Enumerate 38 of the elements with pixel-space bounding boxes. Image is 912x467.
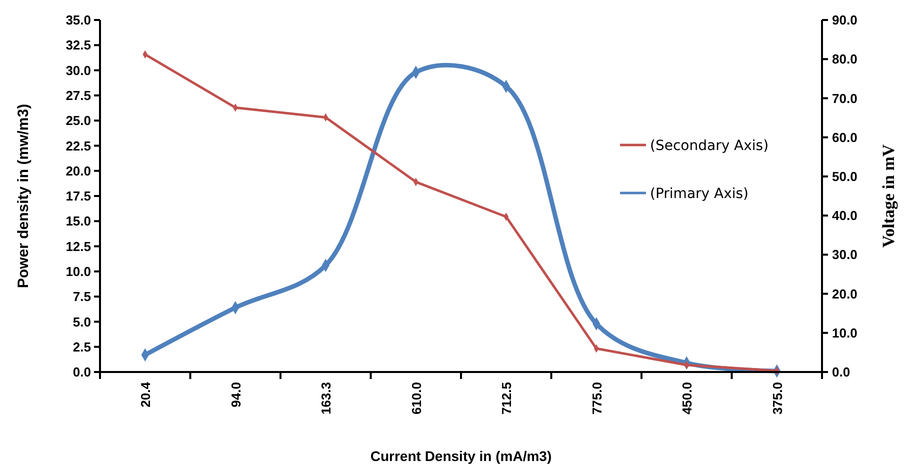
x-tick-label: 20.4 [138,381,154,408]
y-tick-label: 17.5 [66,188,91,204]
y2-tick-label: 60.0 [832,130,858,145]
y-tick-label: 10.0 [66,264,91,279]
y-tick-label: 35.0 [66,12,91,28]
y2-axis-title: Voltage in mV [879,144,898,248]
y2-tick-label: 0.0 [832,364,850,380]
y-tick-label: 0.0 [72,364,91,380]
legend-label: (Secondary Axis) [650,138,769,154]
y-tick-label: 5.0 [72,314,91,330]
y-tick-label: 25.0 [66,113,91,128]
x-tick-label: 712.5 [499,382,514,415]
y-axis-title: Power density in (mw/m3) [15,104,32,288]
x-tick-label: 375.0 [770,382,785,415]
y-tick-label: 12.5 [66,238,91,254]
x-tick-label: 163.3 [318,382,334,415]
y2-tick-label: 30.0 [832,247,858,262]
y2-tick-label: 90.0 [832,12,858,28]
y-tick-label: 32.5 [66,38,91,53]
x-tick-label: 450.0 [680,382,695,415]
y2-tick-label: 50.0 [832,168,858,184]
legend-label: (Primary Axis) [650,186,749,202]
y-tick-label: 2.5 [72,339,91,354]
y-tick-label: 27.5 [66,88,91,103]
y-tick-label: 7.5 [72,289,91,304]
y2-tick-label: 40.0 [832,208,858,224]
x-tick-label: 94.0 [228,382,244,408]
y2-tick-label: 10.0 [832,325,858,340]
y-tick-label: 30.0 [66,62,91,78]
y2-tick-label: 80.0 [832,52,858,67]
y2-tick-label: 20.0 [832,286,858,302]
x-tick-label: 775.0 [589,382,604,415]
y-tick-label: 15.0 [66,214,91,229]
y-tick-label: 20.0 [66,163,91,178]
x-axis-title: Current Density in (mA/m3) [370,448,552,464]
y-tick-label: 22.5 [66,138,91,154]
x-tick-label: 610.0 [408,382,424,415]
y2-tick-label: 70.0 [832,90,858,106]
